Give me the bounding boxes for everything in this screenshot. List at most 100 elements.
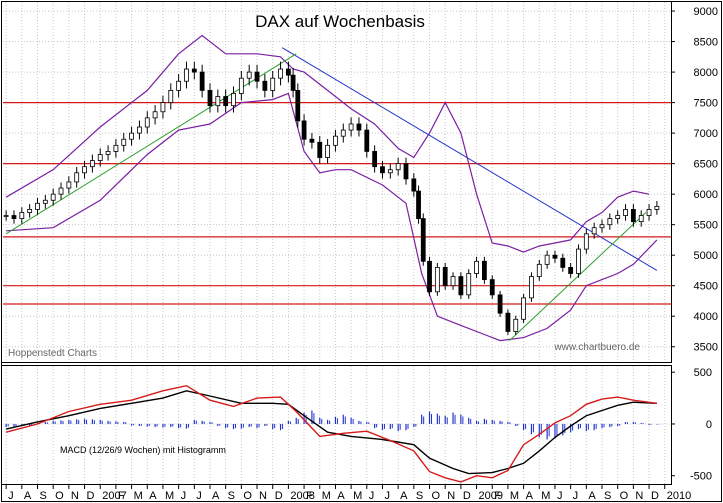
price-bar-body [113, 144, 119, 152]
price-y-axis: 3500 4000 4500 5000 5500 6000 6500 7000 7500 8000… [671, 6, 718, 354]
price-tick-label: 9000 [694, 6, 718, 18]
macd-legend: MACD (12/26/9 Wochen) mit Histogramm [60, 445, 226, 455]
price-bar-body [317, 141, 323, 158]
price-bar-body [481, 260, 487, 281]
price-tick-label: 4500 [694, 281, 718, 293]
macd-tick-label: 0 [706, 419, 712, 431]
x-tick-label: D [651, 490, 659, 502]
price-bar-body [50, 193, 56, 201]
price-bar-body [466, 273, 472, 296]
price-bar-body [19, 212, 25, 219]
price-bar-body [27, 209, 33, 213]
price-bar-body [403, 163, 409, 180]
price-tick-label: 3500 [694, 342, 718, 354]
x-tick-label: J [8, 490, 14, 502]
price-bar-body [372, 151, 378, 168]
price-bar-body [191, 68, 197, 73]
x-tick-label: S [39, 490, 46, 502]
x-tick-label: O [432, 490, 441, 502]
price-bar-body [309, 138, 315, 143]
x-tick-label: M [541, 490, 550, 502]
price-tick-label: 5500 [694, 220, 718, 232]
price-bar-body [607, 218, 613, 226]
price-bar-body [420, 218, 426, 262]
macd-series-signal [5, 384, 657, 483]
price-tick-label: 6000 [694, 189, 718, 201]
x-tick-label: 2007 [102, 490, 126, 502]
price-bar-body [97, 154, 103, 161]
x-tick-label: J [573, 490, 579, 502]
x-tick-label: A [24, 490, 32, 502]
price-bar-body [58, 187, 64, 195]
price-tick-label: 7000 [694, 128, 718, 140]
x-tick-label: J [181, 490, 187, 502]
x-tick-label: A [149, 490, 157, 502]
price-bar-body [105, 151, 111, 155]
price-bar-body [458, 276, 464, 296]
x-tick-label: J [557, 490, 563, 502]
x-tick-label: F [494, 490, 501, 502]
price-bar-body [427, 260, 432, 293]
price-bar-body [583, 233, 589, 250]
chart-title: DAX auf Wochenbasis [255, 12, 425, 31]
price-bar-body [340, 129, 346, 137]
x-tick-label: N [71, 490, 79, 502]
price-bar-body [489, 279, 495, 296]
price-bar-body [599, 224, 605, 229]
macd-panel: -500 0 500 MACD (12/26/9 Wochen) mit Histo… [1, 365, 712, 485]
price-tick-label: 8500 [694, 37, 718, 49]
price-bar-body [497, 294, 503, 314]
price-bar-body [568, 266, 574, 274]
price-bar-body [82, 166, 87, 174]
source-right: www.chartbuero.de [553, 342, 640, 353]
price-bar-body [552, 254, 558, 259]
price-bar-body [450, 276, 456, 287]
price-tick-label: 8000 [694, 67, 718, 79]
x-tick-label: A [400, 490, 408, 502]
price-tick-label: 5000 [694, 250, 718, 262]
price-bar-body [215, 96, 221, 107]
price-bar-body [168, 89, 174, 104]
price-bar-body [325, 144, 330, 158]
x-tick-label: A [588, 490, 596, 502]
x-tick-label: O [55, 490, 64, 502]
price-bar-body [137, 126, 142, 134]
price-tick-label: 6500 [694, 159, 718, 171]
x-tick-label: O [620, 490, 629, 502]
price-bar-body [121, 138, 127, 146]
price-bar-body [395, 163, 401, 171]
trendline [509, 212, 647, 342]
price-bar-body [152, 111, 158, 119]
price-bar-body [411, 178, 417, 192]
x-tick-label: M [510, 490, 519, 502]
price-bar-body [356, 123, 362, 131]
price-bar-body [66, 181, 72, 189]
x-tick-label: 2008 [290, 490, 314, 502]
price-bar-body [295, 89, 301, 122]
macd-tick-label: -500 [690, 471, 712, 483]
x-tick-label: A [526, 490, 534, 502]
x-tick-label: A [337, 490, 345, 502]
x-tick-label: M [322, 490, 331, 502]
x-tick-label: N [635, 490, 643, 502]
price-bar-body [35, 202, 40, 210]
price-bar-body [176, 80, 182, 91]
macd-tick-label: 500 [694, 367, 712, 379]
x-tick-label: A [212, 490, 220, 502]
price-bar-body [11, 215, 17, 219]
bollinger-upper [5, 34, 650, 253]
price-bar-body [591, 227, 597, 235]
price-bar-body [615, 215, 621, 219]
price-bar-body [246, 71, 252, 79]
x-tick-label: N [259, 490, 267, 502]
x-tick-label: N [447, 490, 455, 502]
price-bar-body [630, 209, 636, 223]
price-bar-body [160, 102, 166, 113]
price-bar-body [513, 318, 519, 332]
price-bar-body [576, 248, 581, 274]
price-bar-body [184, 68, 189, 82]
price-bar-body [42, 199, 48, 204]
x-tick-label: S [604, 490, 611, 502]
x-tick-label: J [369, 490, 375, 502]
